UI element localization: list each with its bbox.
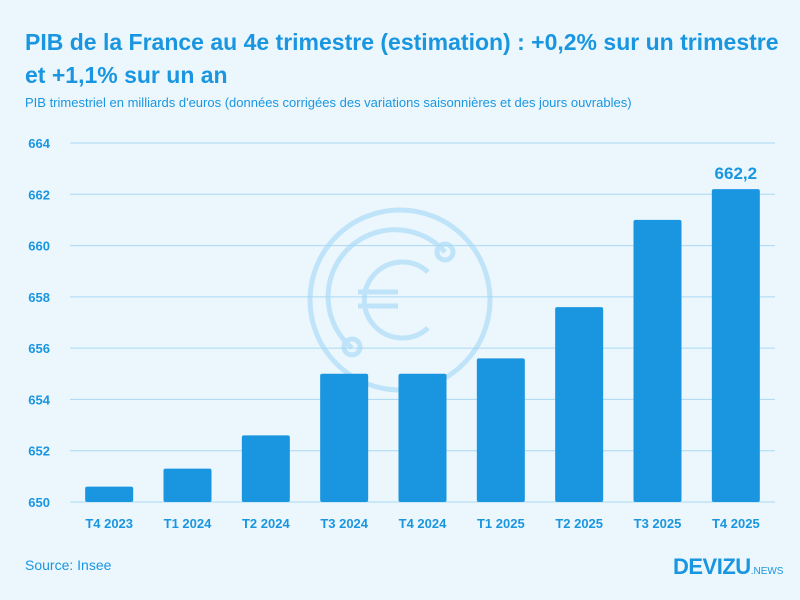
bar: [711, 189, 760, 502]
source-note: Source: Insee: [25, 557, 112, 573]
bar: [85, 486, 134, 502]
y-tick-label: 650: [28, 495, 50, 510]
x-tick-label: T4 2025: [712, 516, 760, 531]
x-tick-label: T2 2024: [242, 516, 290, 531]
bar: [633, 219, 682, 502]
x-tick-label: T2 2025: [555, 516, 603, 531]
y-tick-label: 660: [28, 239, 50, 254]
x-tick-label: T4 2024: [399, 516, 447, 531]
bar: [476, 358, 525, 502]
bar: [241, 435, 290, 502]
bar: [555, 307, 604, 502]
x-tick-label: T4 2023: [85, 516, 133, 531]
y-tick-label: 656: [28, 341, 50, 356]
y-tick-label: 658: [28, 290, 50, 305]
x-tick-label: T1 2025: [477, 516, 525, 531]
x-tick-label: T3 2025: [634, 516, 682, 531]
y-tick-label: 664: [28, 136, 50, 151]
chart-title: PIB de la France au 4e trimestre (estima…: [25, 29, 779, 88]
euro-coin-icon: [307, 207, 493, 393]
y-tick-label: 654: [28, 392, 50, 407]
bar: [398, 373, 447, 502]
x-tick-label: T1 2024: [164, 516, 212, 531]
devizu-logo: DEVIZU.NEWS: [673, 554, 784, 579]
x-tick-label: T3 2024: [320, 516, 368, 531]
bar: [320, 373, 369, 502]
chart-subtitle: PIB trimestriel en milliards d'euros (do…: [25, 95, 632, 110]
y-tick-label: 662: [28, 187, 50, 202]
y-tick-label: 652: [28, 444, 50, 459]
data-label: 662,2: [715, 164, 758, 183]
bar: [163, 468, 212, 502]
